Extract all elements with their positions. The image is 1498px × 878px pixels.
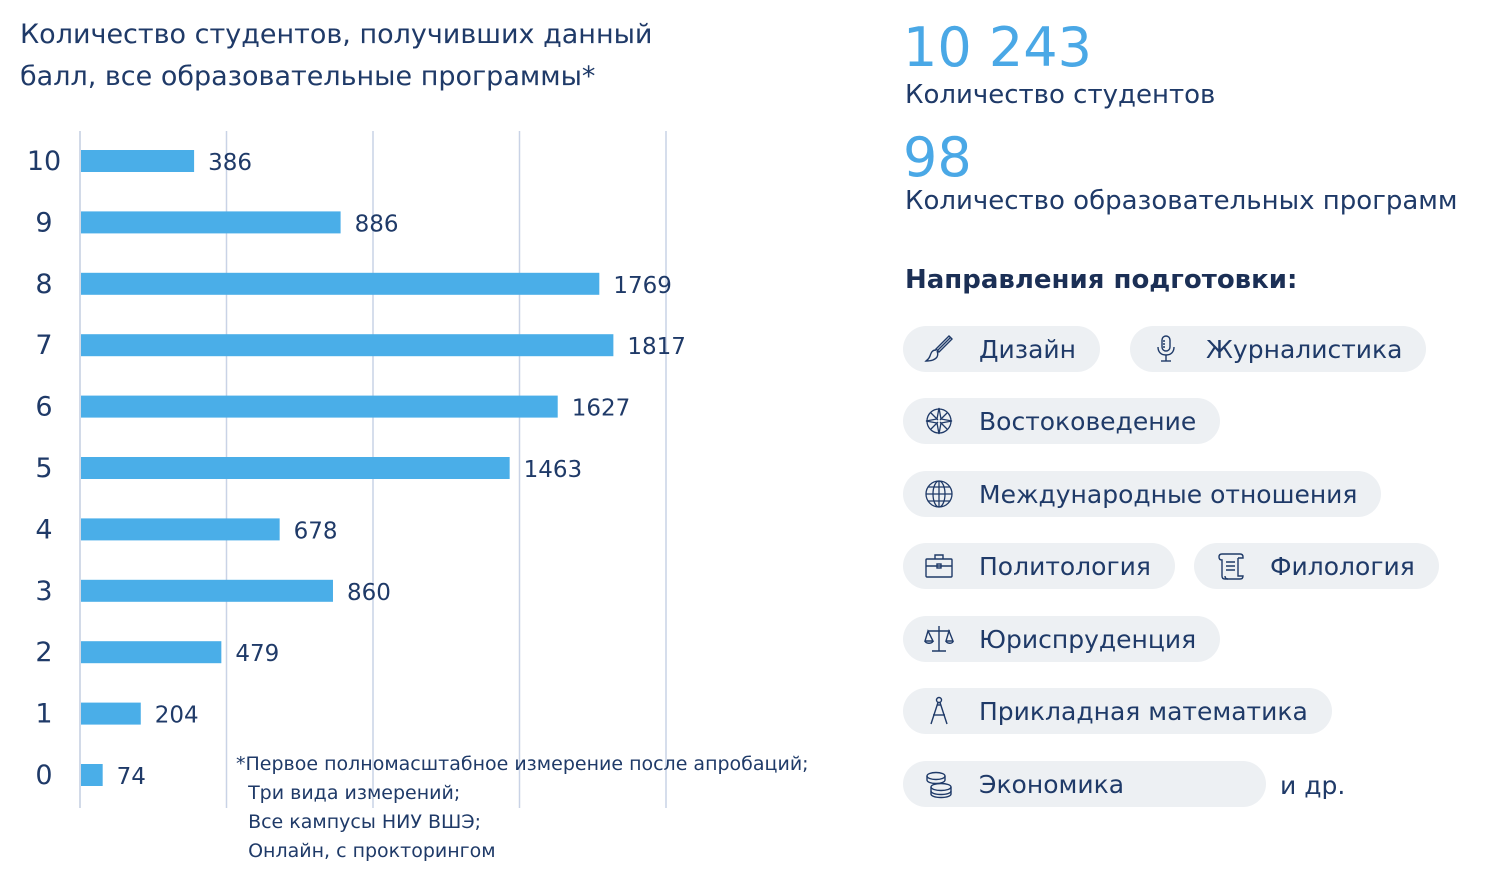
direction-label-economics: Экономика <box>979 769 1125 799</box>
direction-chip-applied-math[interactable]: Прикладная математика <box>903 688 1332 734</box>
category-tick-label: 5 <box>35 453 52 484</box>
direction-label-philology: Филология <box>1270 551 1415 581</box>
direction-label-design: Дизайн <box>979 334 1076 364</box>
category-tick-label: 6 <box>35 392 52 423</box>
students-count-label: Количество студентов <box>905 80 1216 110</box>
bar <box>81 702 141 725</box>
directions-title: Направления подготовки: <box>905 265 1298 295</box>
drafting-compass-icon <box>923 695 959 727</box>
bar-value-label: 1817 <box>627 334 686 360</box>
direction-chip-economics[interactable]: Экономика <box>903 761 1266 807</box>
bar <box>81 272 600 295</box>
programs-count-label: Количество образовательных программ <box>905 186 1458 216</box>
direction-chip-journalism[interactable]: Журналистика <box>1130 326 1427 372</box>
bar-value-label: 1627 <box>572 396 631 422</box>
students-count-value: 10 243 <box>903 16 1092 79</box>
globe-icon <box>923 478 959 510</box>
bar-value-label: 386 <box>208 150 252 176</box>
category-tick-label: 0 <box>35 760 52 791</box>
direction-chip-political-science[interactable]: Политология <box>903 543 1175 589</box>
bar-value-label: 678 <box>294 518 338 544</box>
bar <box>81 518 280 541</box>
bar <box>81 211 341 234</box>
category-tick-label: 4 <box>35 514 52 545</box>
bar-value-label: 479 <box>235 641 279 667</box>
category-tick-label: 1 <box>35 699 52 730</box>
bar <box>81 150 195 172</box>
briefcase-icon <box>923 550 959 582</box>
category-tick-label: 2 <box>35 637 52 668</box>
bar <box>81 395 558 418</box>
brush-icon <box>923 333 959 365</box>
category-tick-label: 9 <box>35 207 52 238</box>
direction-label-political-science: Политология <box>979 551 1151 581</box>
direction-chip-design[interactable]: Дизайн <box>903 326 1100 372</box>
category-tick-label: 7 <box>35 330 52 361</box>
direction-label-international-relations: Международные отношения <box>979 479 1358 509</box>
bar <box>81 579 333 602</box>
microphone-icon <box>1150 333 1186 365</box>
bar <box>81 764 103 786</box>
chart-bars <box>81 150 614 786</box>
direction-chip-philology[interactable]: Филология <box>1194 543 1439 589</box>
direction-chip-law[interactable]: Юриспруденция <box>903 616 1221 662</box>
direction-label-applied-math: Прикладная математика <box>979 696 1308 726</box>
category-tick-label: 8 <box>35 269 52 300</box>
direction-label-law: Юриспруденция <box>979 624 1197 654</box>
bar-value-label: 204 <box>155 703 199 729</box>
direction-chip-international-relations[interactable]: Международные отношения <box>903 471 1382 517</box>
programs-count-value: 98 <box>903 126 972 189</box>
chart-footnote: *Первое полномасштабное измерение после … <box>236 753 809 862</box>
chart-title: Количество студентов, получивших данный … <box>20 19 653 92</box>
scales-icon <box>923 623 959 655</box>
bar-value-label: 886 <box>355 211 399 237</box>
bar <box>81 457 510 479</box>
direction-label-oriental-studies: Востоковедение <box>979 406 1197 436</box>
bar-value-label: 1769 <box>613 273 672 299</box>
direction-label-journalism: Журналистика <box>1206 334 1403 364</box>
category-tick-label: 10 <box>27 146 61 177</box>
category-tick-label: 3 <box>35 576 52 607</box>
bar <box>81 334 614 357</box>
and-more-text: и др. <box>1280 771 1346 800</box>
direction-chip-oriental-studies[interactable]: Востоковедение <box>903 398 1221 444</box>
bar-value-label: 1463 <box>524 457 583 483</box>
bar-value-label: 860 <box>347 580 391 606</box>
coins-icon <box>923 768 959 800</box>
bar <box>81 641 222 664</box>
compass-rose-icon <box>923 405 959 437</box>
bar-value-label: 74 <box>117 764 146 790</box>
scroll-icon <box>1214 550 1250 582</box>
